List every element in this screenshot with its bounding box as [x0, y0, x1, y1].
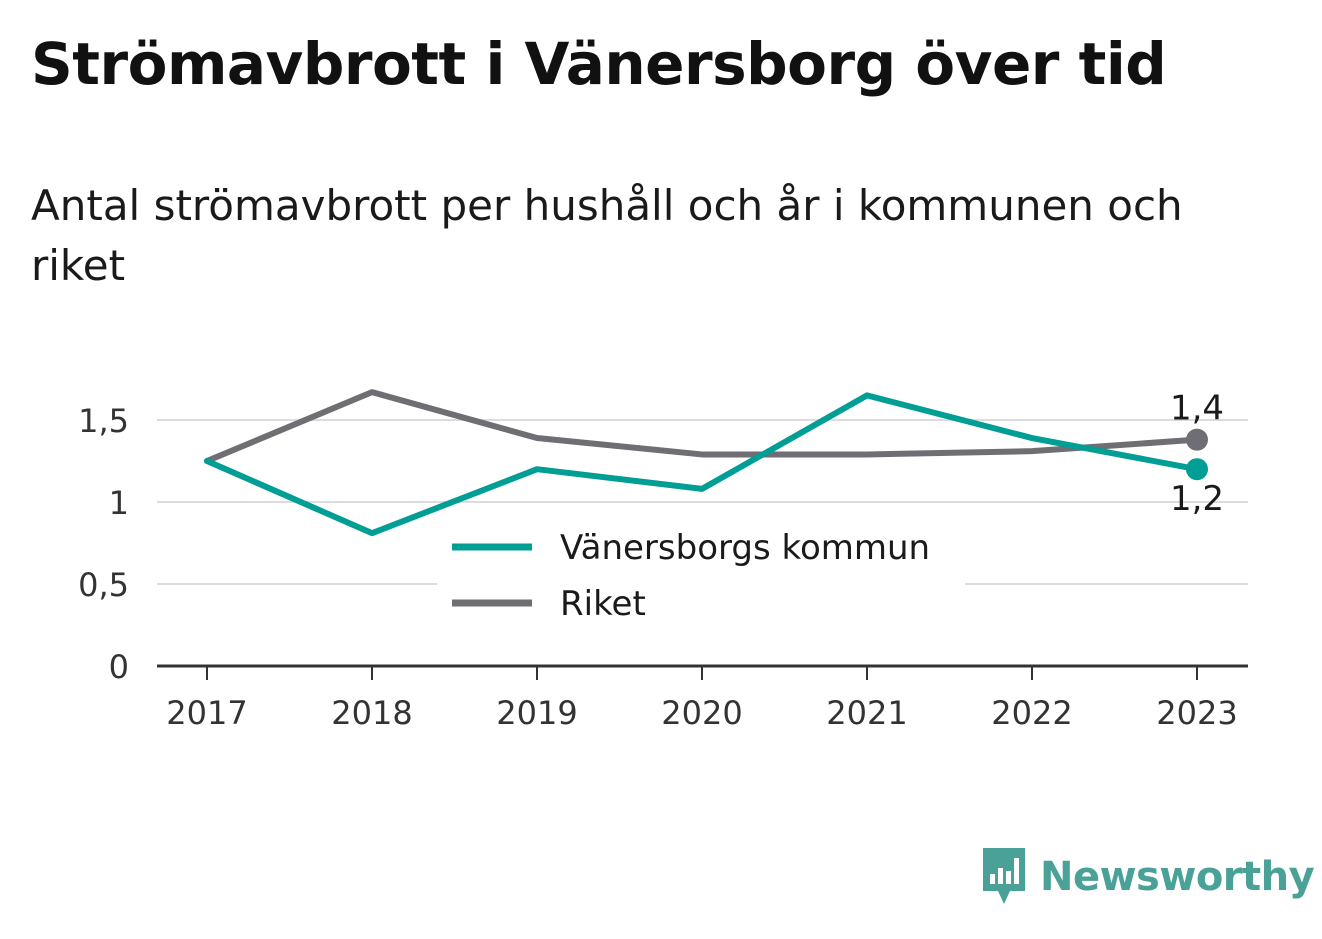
x-tick-label: 2018	[331, 694, 412, 732]
newsworthy-brand: Newsworthy	[980, 846, 1315, 908]
brand-name: Newsworthy	[1040, 854, 1315, 900]
series-lines	[204, 389, 1208, 537]
y-tick-labels: 0 0,5 1 1,5	[78, 402, 129, 686]
end-value-label: 1,2	[1170, 479, 1224, 519]
series-end-marker	[1186, 458, 1208, 481]
y-tick-label: 1,5	[78, 402, 129, 440]
x-axis: 2017 2018 2019 2020 2021 2022 2023	[157, 664, 1248, 732]
x-tick-label: 2019	[496, 694, 577, 732]
chart-title: Strömavbrott i Vänersborg över tid	[31, 30, 1167, 98]
legend-background	[437, 520, 965, 630]
x-tick-label: 2023	[1156, 694, 1237, 732]
end-value-label: 1,4	[1170, 389, 1224, 429]
y-tick-label: 0	[109, 648, 129, 686]
y-tick-label: 0,5	[78, 566, 129, 604]
series-line	[204, 389, 1200, 464]
series-line	[204, 392, 1200, 537]
x-tick-label: 2022	[991, 694, 1072, 732]
legend-label: Riket	[560, 584, 646, 624]
x-tick-label: 2021	[826, 694, 907, 732]
x-tick-label: 2020	[661, 694, 742, 732]
legend: Vänersborgs kommun Riket	[437, 520, 965, 630]
newsworthy-logo-icon	[983, 848, 1025, 904]
end-labels: 1,2 1,4	[1170, 389, 1224, 520]
legend-label: Vänersborgs kommun	[560, 528, 930, 568]
y-tick-label: 1	[109, 484, 129, 522]
series-end-marker	[1186, 428, 1208, 451]
chart-subtitle: Antal strömavbrott per hushåll och år i …	[31, 181, 1183, 290]
x-tick-label: 2017	[166, 694, 247, 732]
